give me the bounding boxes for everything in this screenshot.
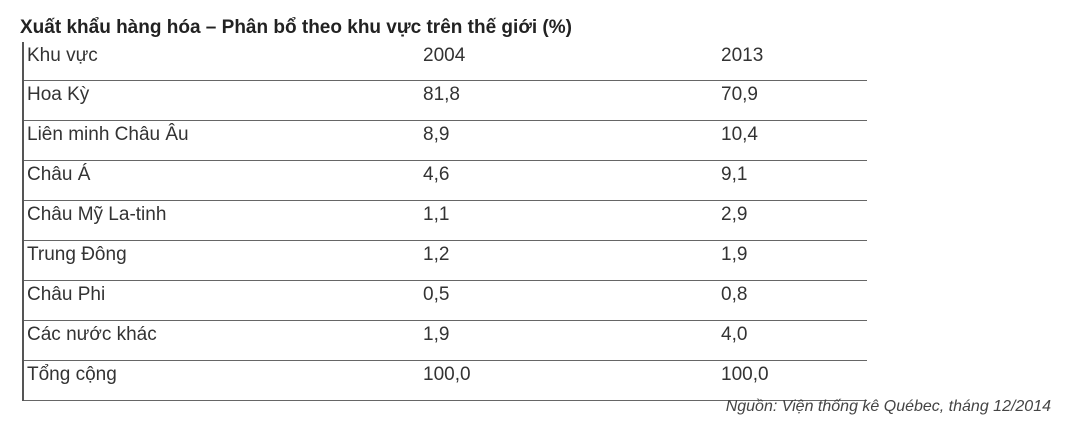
- table-cell: 0,5: [423, 284, 450, 305]
- table-row: Liên minh Châu Âu 8,9 10,4: [24, 121, 867, 161]
- table-cell: 1,9: [721, 244, 748, 265]
- header-row: Khu vực 2004 2013: [24, 42, 867, 81]
- table-cell: Tổng cộng: [27, 364, 117, 385]
- header-cell: 2004: [423, 45, 466, 66]
- table-row: Trung Đông 1,2 1,9: [24, 241, 867, 281]
- source-note: Nguồn: Viện thống kê Québec, tháng 12/20…: [725, 398, 1051, 415]
- table-cell: 100,0: [423, 364, 471, 385]
- header-cell: Khu vực: [27, 45, 98, 66]
- table-title: Xuất khẩu hàng hóa – Phân bổ theo khu vự…: [20, 17, 572, 38]
- table-row: Tổng cộng 100,0 100,0: [24, 361, 867, 401]
- table-cell: 1,9: [423, 324, 450, 345]
- table-cell: Châu Phi: [27, 284, 106, 305]
- table-row: Châu Mỹ La-tinh 1,1 2,9: [24, 201, 867, 241]
- table-row: Châu Phi 0,5 0,8: [24, 281, 867, 321]
- table-cell: Châu Á: [27, 164, 91, 185]
- table-cell: Châu Mỹ La-tinh: [27, 204, 167, 225]
- table-cell: Trung Đông: [27, 244, 127, 265]
- table-cell: 70,9: [721, 84, 758, 105]
- table: Khu vực 2004 2013 Hoa Kỳ 81,8 70,9 Liên minh C…: [22, 42, 867, 401]
- table-cell: 1,1: [423, 204, 450, 225]
- table-cell: 4,0: [721, 324, 748, 345]
- table-cell: 8,9: [423, 124, 450, 145]
- table-cell: 81,8: [423, 84, 460, 105]
- table-cell: 2,9: [721, 204, 748, 225]
- table-cell: 0,8: [721, 284, 748, 305]
- table-cell: Các nước khác: [27, 324, 157, 345]
- table-cell: 4,6: [423, 164, 450, 185]
- table-cell: 10,4: [721, 124, 758, 145]
- table-cell: 9,1: [721, 164, 748, 185]
- table-row: Hoa Kỳ 81,8 70,9: [24, 81, 867, 121]
- table-cell: Hoa Kỳ: [27, 84, 90, 105]
- header-cell: 2013: [721, 45, 764, 66]
- table-cell: 1,2: [423, 244, 450, 265]
- table-row: Châu Á 4,6 9,1: [24, 161, 867, 201]
- table-cell: 100,0: [721, 364, 769, 385]
- table-cell: Liên minh Châu Âu: [27, 124, 189, 145]
- table-row: Các nước khác 1,9 4,0: [24, 321, 867, 361]
